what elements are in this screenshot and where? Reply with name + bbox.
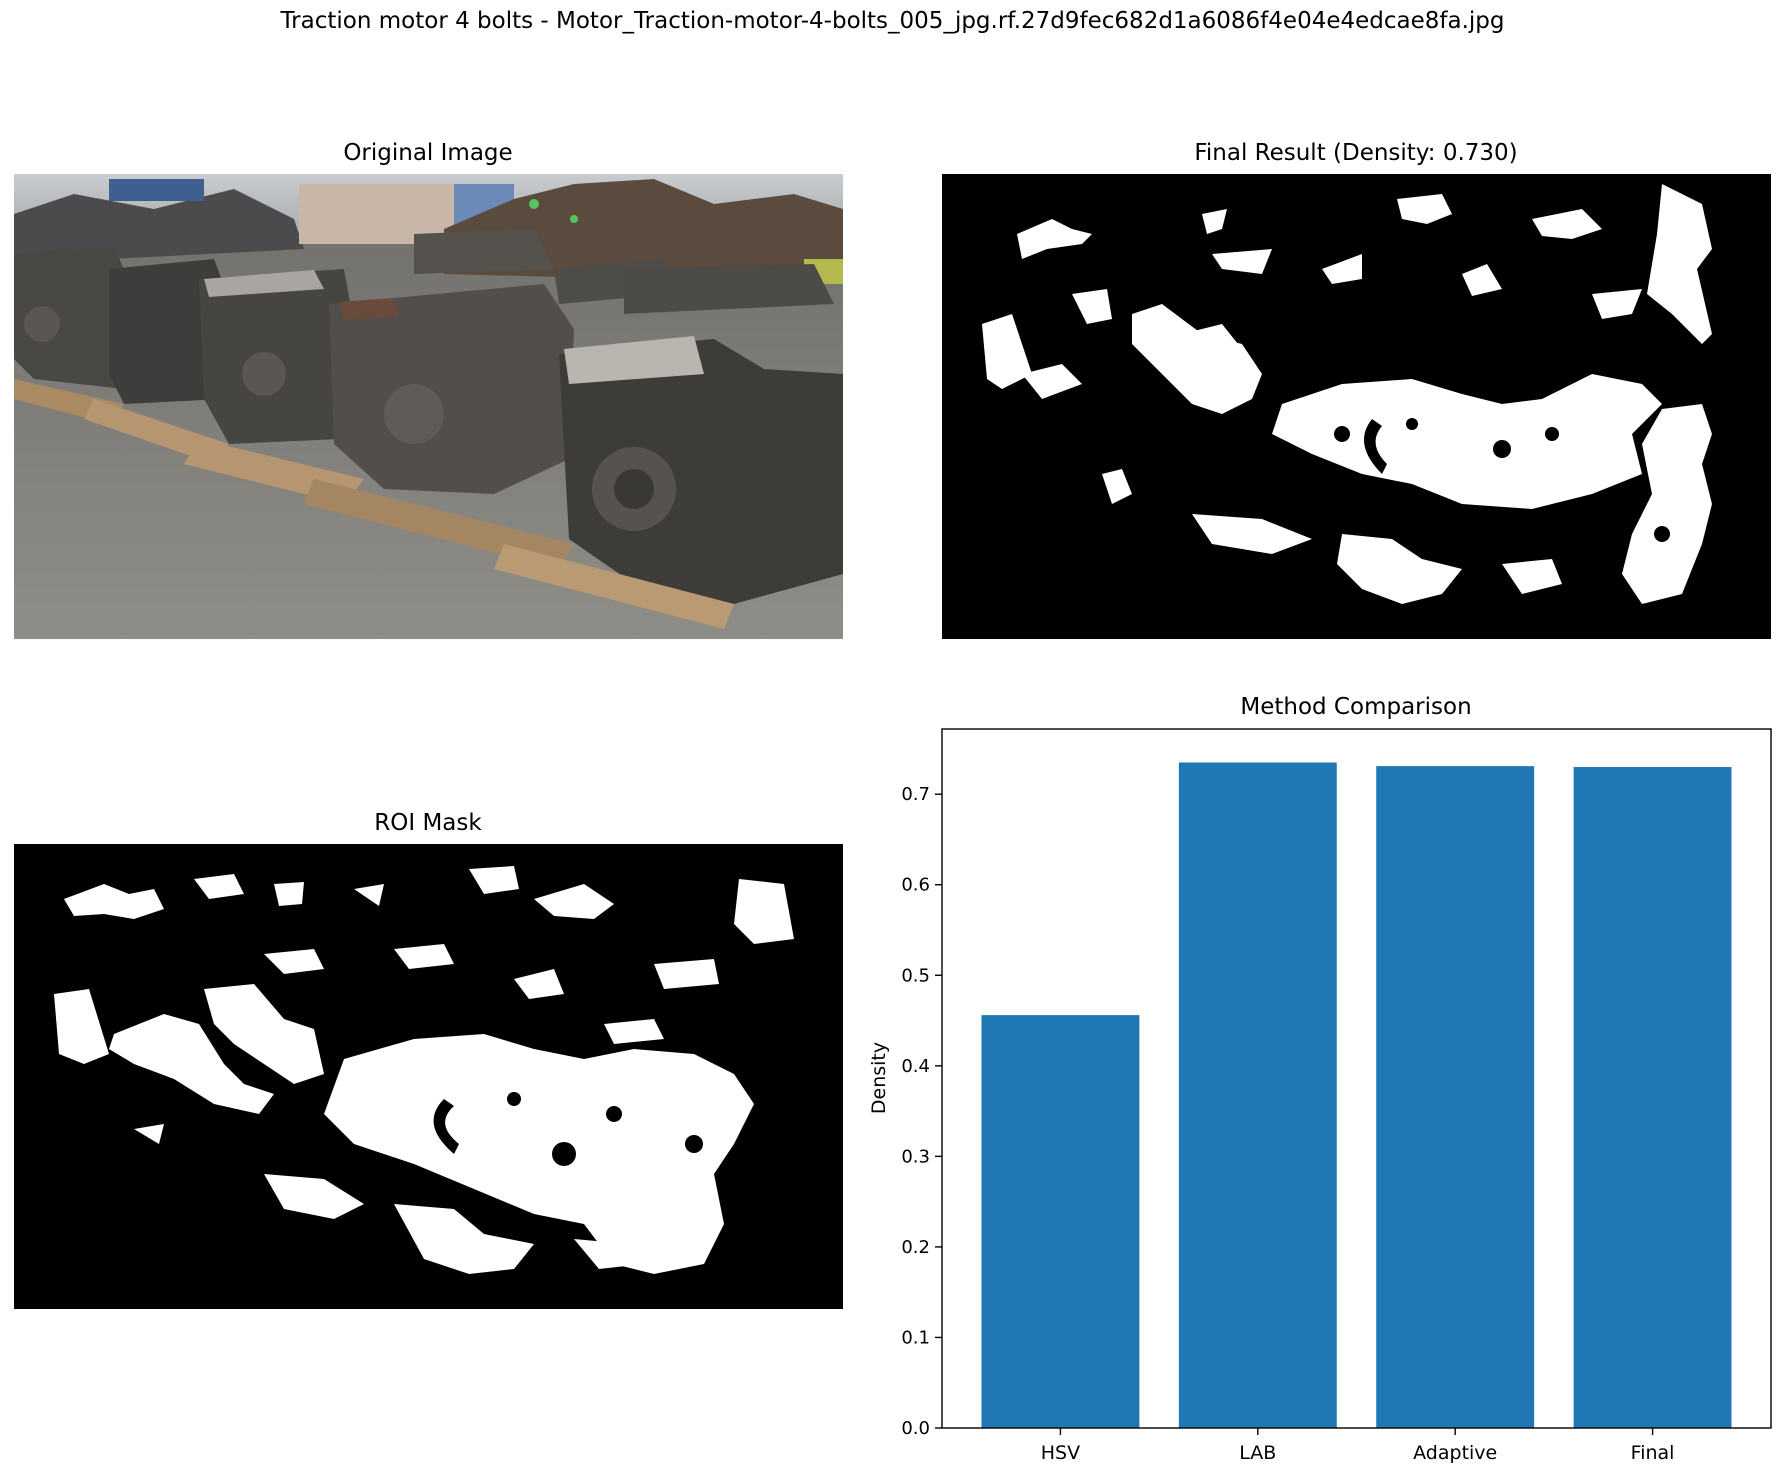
figure-suptitle: Traction motor 4 bolts - Motor_Traction-… <box>280 8 1505 34</box>
bar-hsv <box>981 1015 1140 1428</box>
y-tick-label: 0.4 <box>901 1056 930 1077</box>
y-tick-label: 0.2 <box>901 1237 930 1258</box>
y-tick-label: 0.0 <box>901 1418 930 1439</box>
final-result-mask <box>942 174 1771 639</box>
original-image <box>14 174 843 639</box>
bars-layer <box>981 762 1732 1428</box>
bar-adaptive <box>1376 766 1535 1428</box>
y-tick-label: 0.3 <box>901 1146 930 1167</box>
x-tick-label-hsv: HSV <box>1041 1442 1080 1464</box>
y-tick-label: 0.6 <box>901 875 930 896</box>
final-mask-image <box>942 174 1771 639</box>
y-axis-label: Density <box>868 1042 890 1114</box>
scrapyard-photo <box>14 174 843 639</box>
roi-mask-title: ROI Mask <box>374 810 482 836</box>
x-tick-label-adaptive: Adaptive <box>1413 1442 1497 1464</box>
x-tick-label-lab: LAB <box>1239 1442 1276 1464</box>
bar-final <box>1573 767 1732 1428</box>
original-image-title: Original Image <box>343 140 513 166</box>
bar-lab <box>1178 762 1337 1428</box>
y-tick-label: 0.5 <box>901 965 930 986</box>
x-tick-label-final: Final <box>1631 1442 1675 1464</box>
roi-mask-image <box>14 844 843 1309</box>
comparison-title: Method Comparison <box>1240 694 1472 720</box>
y-tick-label: 0.7 <box>901 784 930 805</box>
roi-mask <box>14 844 843 1309</box>
y-tick-label: 0.1 <box>901 1327 930 1348</box>
x-ticks: HSV LAB Adaptive Final <box>1041 1428 1675 1464</box>
axes-frame <box>941 728 1772 1429</box>
y-ticks: 0.0 0.1 0.2 0.3 0.4 0.5 0.6 0.7 <box>901 784 942 1439</box>
final-result-title: Final Result (Density: 0.730) <box>1194 140 1518 166</box>
